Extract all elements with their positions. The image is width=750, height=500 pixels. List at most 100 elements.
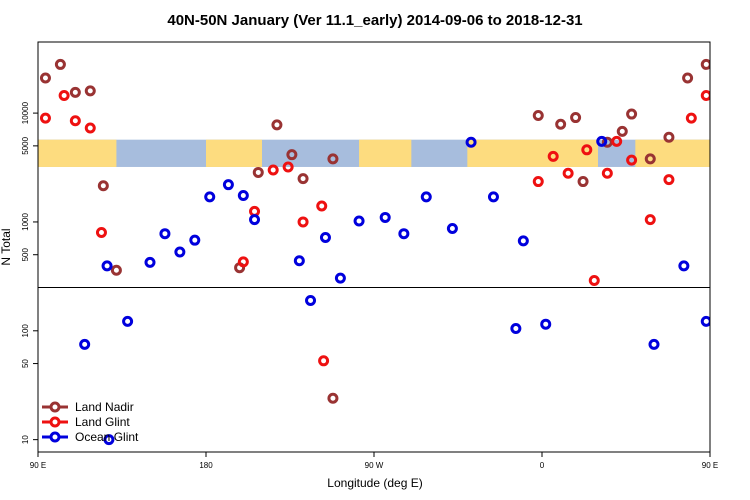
ocean-glint-point xyxy=(204,191,216,203)
land-nadir-point xyxy=(39,72,51,84)
ocean-glint-point xyxy=(446,223,458,235)
land-nadir-point xyxy=(644,153,656,165)
land-glint-point xyxy=(601,167,613,179)
ocean-glint-point xyxy=(465,136,477,148)
ocean-glint-point xyxy=(379,211,391,223)
y-axis: 10 50 100 500 1000 5000 10000 xyxy=(21,101,38,444)
ocean-glint-point xyxy=(237,189,249,201)
ocean-glint-point xyxy=(540,318,552,330)
land-nadir-point xyxy=(327,153,339,165)
land-glint-point xyxy=(644,214,656,226)
ocean-glint-point xyxy=(144,256,156,268)
land-glint-point xyxy=(39,112,51,124)
land-glint-point xyxy=(532,176,544,188)
ocean-glint-point xyxy=(487,191,499,203)
ocean-glint-point xyxy=(648,338,660,350)
y-tick-label: 5000 xyxy=(21,136,30,154)
x-tick-label: 180 xyxy=(199,461,213,470)
ocean-glint-point xyxy=(420,191,432,203)
land-glint-point xyxy=(297,216,309,228)
x-tick-label: 90 W xyxy=(365,461,384,470)
land-glint-point xyxy=(700,90,710,102)
land-glint-point xyxy=(663,174,675,186)
y-tick-label: 10 xyxy=(21,435,30,444)
ocean-glint-point xyxy=(122,315,134,327)
land-nadir-point xyxy=(69,86,81,98)
ocean-glint-point xyxy=(725,436,733,444)
land-nadir-point xyxy=(54,58,66,70)
x-tick-label: 0 xyxy=(540,461,545,470)
land-glint-point xyxy=(626,154,638,166)
y-tick-label: 100 xyxy=(21,324,30,338)
land-nadir-point xyxy=(555,118,567,130)
ocean-glint-legend-marker xyxy=(49,431,61,443)
ocean-glint-point xyxy=(700,315,710,327)
ocean-glint-point xyxy=(517,235,529,247)
land-glint-point xyxy=(562,167,574,179)
land-nadir-point xyxy=(616,125,628,137)
map-band xyxy=(38,139,710,167)
land-glint-point xyxy=(58,90,70,102)
ocean-glint-point xyxy=(79,338,91,350)
land-nadir-point xyxy=(532,110,544,122)
land-glint-point xyxy=(740,228,748,236)
land-nadir-legend-label: Land Nadir xyxy=(75,400,134,414)
land-glint-point xyxy=(316,200,328,212)
ocean-glint-point xyxy=(510,322,522,334)
land-nadir-point xyxy=(271,119,283,131)
land-glint-point xyxy=(728,124,736,132)
land-glint-point xyxy=(611,135,623,147)
ocean-glint-point xyxy=(353,215,365,227)
ocean-glint-point xyxy=(334,272,346,284)
ocean-glint-point xyxy=(174,246,186,258)
map-land xyxy=(359,139,412,167)
ocean-glint-point xyxy=(678,260,690,272)
land-nadir-point xyxy=(327,392,339,404)
ocean-glint-point xyxy=(101,260,113,272)
land-nadir-point xyxy=(740,182,748,190)
land-nadir-point xyxy=(252,166,264,178)
ocean-glint-point xyxy=(189,234,201,246)
ocean-glint-point xyxy=(319,231,331,243)
ocean-glint-point xyxy=(249,214,261,226)
x-axis: 90 E 180 90 W 0 90 E xyxy=(30,452,718,470)
land-glint-point xyxy=(237,256,249,268)
chart-title: 40N-50N January (Ver 11.1_early) 2014-09… xyxy=(167,12,582,29)
land-glint-point xyxy=(69,115,81,127)
land-nadir-point xyxy=(713,88,721,96)
ocean-glint-point xyxy=(222,179,234,191)
map-land xyxy=(38,139,117,167)
land-nadir-point xyxy=(84,85,96,97)
land-glint-point xyxy=(685,112,697,124)
land-nadir-point xyxy=(728,87,736,95)
land-nadir-point xyxy=(297,173,309,185)
land-glint-point xyxy=(95,226,107,238)
ocean-glint-point xyxy=(305,294,317,306)
land-nadir-point xyxy=(682,72,694,84)
map-land xyxy=(206,139,262,167)
x-axis-label: Longitude (deg E) xyxy=(327,476,422,490)
land-glint-point xyxy=(547,150,559,162)
land-nadir-point xyxy=(286,149,298,161)
land-nadir-legend-marker xyxy=(49,401,61,413)
ocean-glint-legend-label: Ocean Glint xyxy=(75,430,139,444)
y-tick-label: 50 xyxy=(21,359,30,368)
ocean-glint-point xyxy=(743,258,750,266)
x-tick-label: 90 E xyxy=(30,461,46,470)
land-glint-point xyxy=(581,144,593,156)
y-tick-label: 10000 xyxy=(21,101,30,124)
ocean-glint-point xyxy=(293,255,305,267)
land-nadir-point xyxy=(577,176,589,188)
land-glint-point xyxy=(84,122,96,134)
land-nadir-point xyxy=(97,180,109,192)
land-nadir-point xyxy=(570,112,582,124)
y-tick-label: 500 xyxy=(21,247,30,261)
land-glint-point xyxy=(713,117,721,125)
land-glint-legend-marker xyxy=(49,416,61,428)
land-glint-point xyxy=(282,161,294,173)
land-nadir-point xyxy=(700,58,710,70)
land-nadir-point xyxy=(663,131,675,143)
y-tick-label: 1000 xyxy=(21,212,30,230)
